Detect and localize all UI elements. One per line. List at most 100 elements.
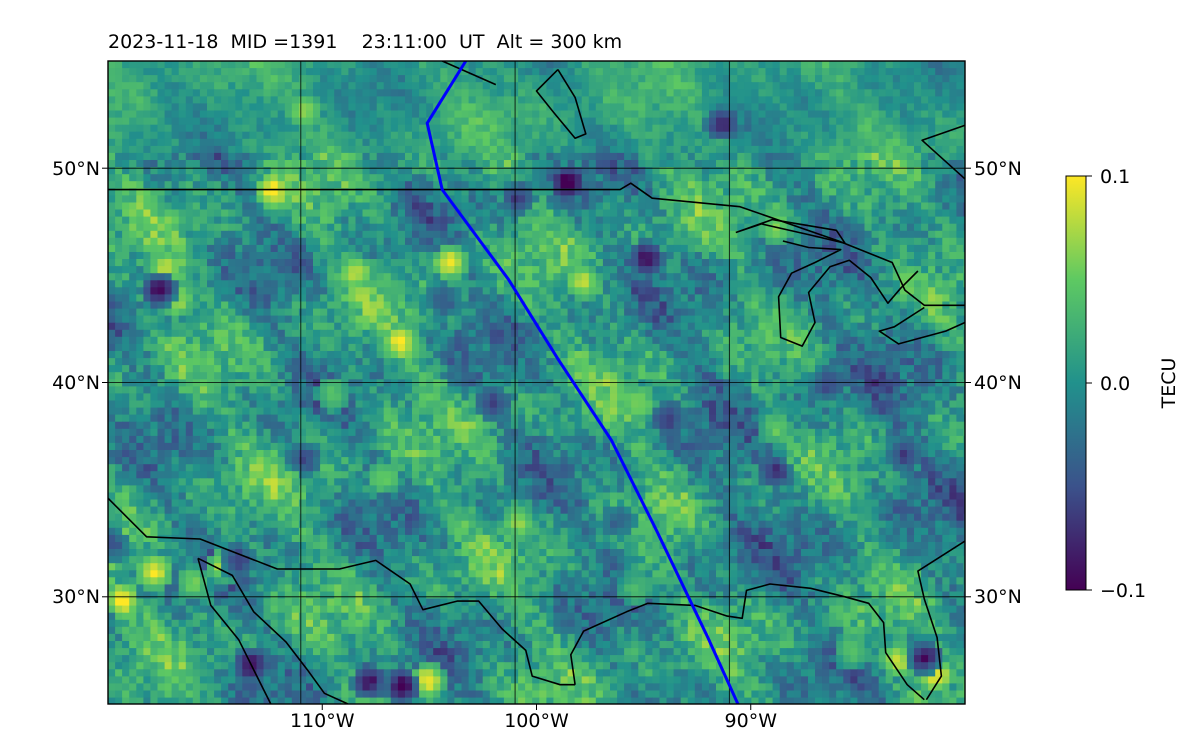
heatmap-cell: [701, 131, 710, 140]
heatmap-cell: [588, 273, 597, 281]
heatmap-cell: [228, 89, 236, 97]
heatmap-cell: [871, 138, 880, 147]
heatmap-cell: [503, 244, 512, 253]
heatmap-cell: [129, 202, 137, 211]
heatmap-cell: [921, 174, 929, 182]
heatmap-cell: [419, 329, 427, 338]
heatmap-cell: [709, 181, 717, 189]
heatmap-cell: [376, 273, 385, 281]
heatmap-cell: [334, 160, 342, 168]
heatmap-cell: [687, 209, 696, 218]
heatmap-cell: [270, 216, 279, 225]
heatmap-cell: [574, 82, 583, 90]
heatmap-cell: [624, 230, 632, 239]
heatmap-cell: [971, 210, 979, 218]
heatmap-cell: [864, 308, 873, 317]
heatmap-cell: [680, 259, 689, 267]
heatmap-cell: [426, 287, 434, 295]
heatmap-cell: [256, 82, 265, 90]
heatmap-cell: [412, 103, 420, 112]
heatmap-cell: [864, 160, 873, 168]
heatmap-cell: [341, 188, 349, 196]
heatmap-cell: [525, 259, 533, 267]
heatmap-cell: [185, 230, 194, 239]
heatmap-cell: [433, 280, 441, 288]
heatmap-cell: [602, 209, 611, 218]
heatmap-cell: [129, 195, 137, 204]
heatmap-cell: [461, 287, 470, 295]
heatmap-cell: [468, 259, 477, 267]
heatmap-cell: [843, 252, 851, 260]
heatmap-cell: [758, 68, 767, 76]
heatmap-cell: [313, 174, 321, 182]
heatmap-cell: [673, 259, 682, 267]
heatmap-cell: [327, 252, 335, 260]
heatmap-cell: [277, 266, 286, 274]
heatmap-cell: [843, 96, 851, 105]
heatmap-cell: [122, 152, 130, 161]
heatmap-cell: [758, 145, 767, 154]
heatmap-cell: [454, 294, 463, 303]
heatmap-cell: [419, 152, 427, 161]
heatmap-cell: [228, 336, 236, 345]
heatmap-cell: [617, 188, 625, 196]
heatmap-cell: [553, 174, 562, 182]
heatmap-cell: [730, 259, 738, 267]
heatmap-cell: [631, 273, 639, 281]
heatmap-cell: [701, 145, 710, 154]
heatmap-cell: [765, 195, 774, 204]
heatmap-cell: [744, 336, 752, 345]
heatmap-cell: [327, 216, 335, 225]
heatmap-cell: [108, 315, 116, 324]
heatmap-cell: [878, 322, 887, 331]
heatmap-cell: [822, 209, 830, 218]
heatmap-cell: [199, 237, 208, 246]
heatmap-cell: [306, 124, 314, 133]
heatmap-cell: [843, 266, 851, 274]
heatmap-cell: [687, 202, 696, 211]
heatmap-cell: [185, 273, 194, 281]
heatmap-cell: [560, 202, 569, 211]
heatmap-cell: [786, 244, 795, 253]
heatmap-cell: [525, 336, 533, 345]
heatmap-cell: [546, 273, 555, 281]
heatmap-cell: [857, 336, 866, 345]
heatmap-cell: [949, 103, 958, 112]
heatmap-cell: [122, 237, 130, 246]
heatmap-cell: [199, 174, 208, 182]
heatmap-cell: [412, 75, 420, 83]
heatmap-cell: [369, 237, 378, 246]
heatmap-cell: [270, 103, 279, 112]
heatmap-cell: [921, 167, 929, 175]
heatmap-cell: [744, 195, 752, 204]
heatmap-cell: [270, 131, 279, 140]
heatmap-cell: [539, 322, 547, 331]
heatmap-cell: [581, 145, 590, 154]
heatmap-cell: [178, 138, 187, 147]
heatmap-cell: [376, 216, 385, 225]
heatmap-cell: [440, 273, 448, 281]
heatmap-cell: [129, 244, 137, 253]
heatmap-cell: [935, 244, 943, 253]
heatmap-cell: [313, 75, 321, 83]
heatmap-cell: [581, 89, 590, 97]
heatmap-cell: [327, 160, 335, 168]
heatmap-cell: [468, 68, 477, 76]
heatmap-cell: [885, 230, 894, 239]
heatmap-cell: [171, 145, 180, 154]
heatmap-cell: [723, 138, 731, 147]
heatmap-cell: [235, 167, 243, 175]
heatmap-cell: [885, 82, 894, 90]
heatmap-cell: [850, 61, 859, 69]
heatmap-cell: [617, 110, 625, 119]
heatmap-cell: [687, 294, 696, 303]
heatmap-cell: [136, 82, 144, 90]
heatmap-cell: [617, 223, 625, 232]
heatmap-cell: [150, 294, 159, 303]
heatmap-cell: [433, 188, 441, 196]
heatmap-cell: [390, 160, 399, 168]
heatmap-cell: [560, 259, 569, 267]
heatmap-cell: [546, 181, 555, 189]
heatmap-cell: [723, 315, 731, 324]
